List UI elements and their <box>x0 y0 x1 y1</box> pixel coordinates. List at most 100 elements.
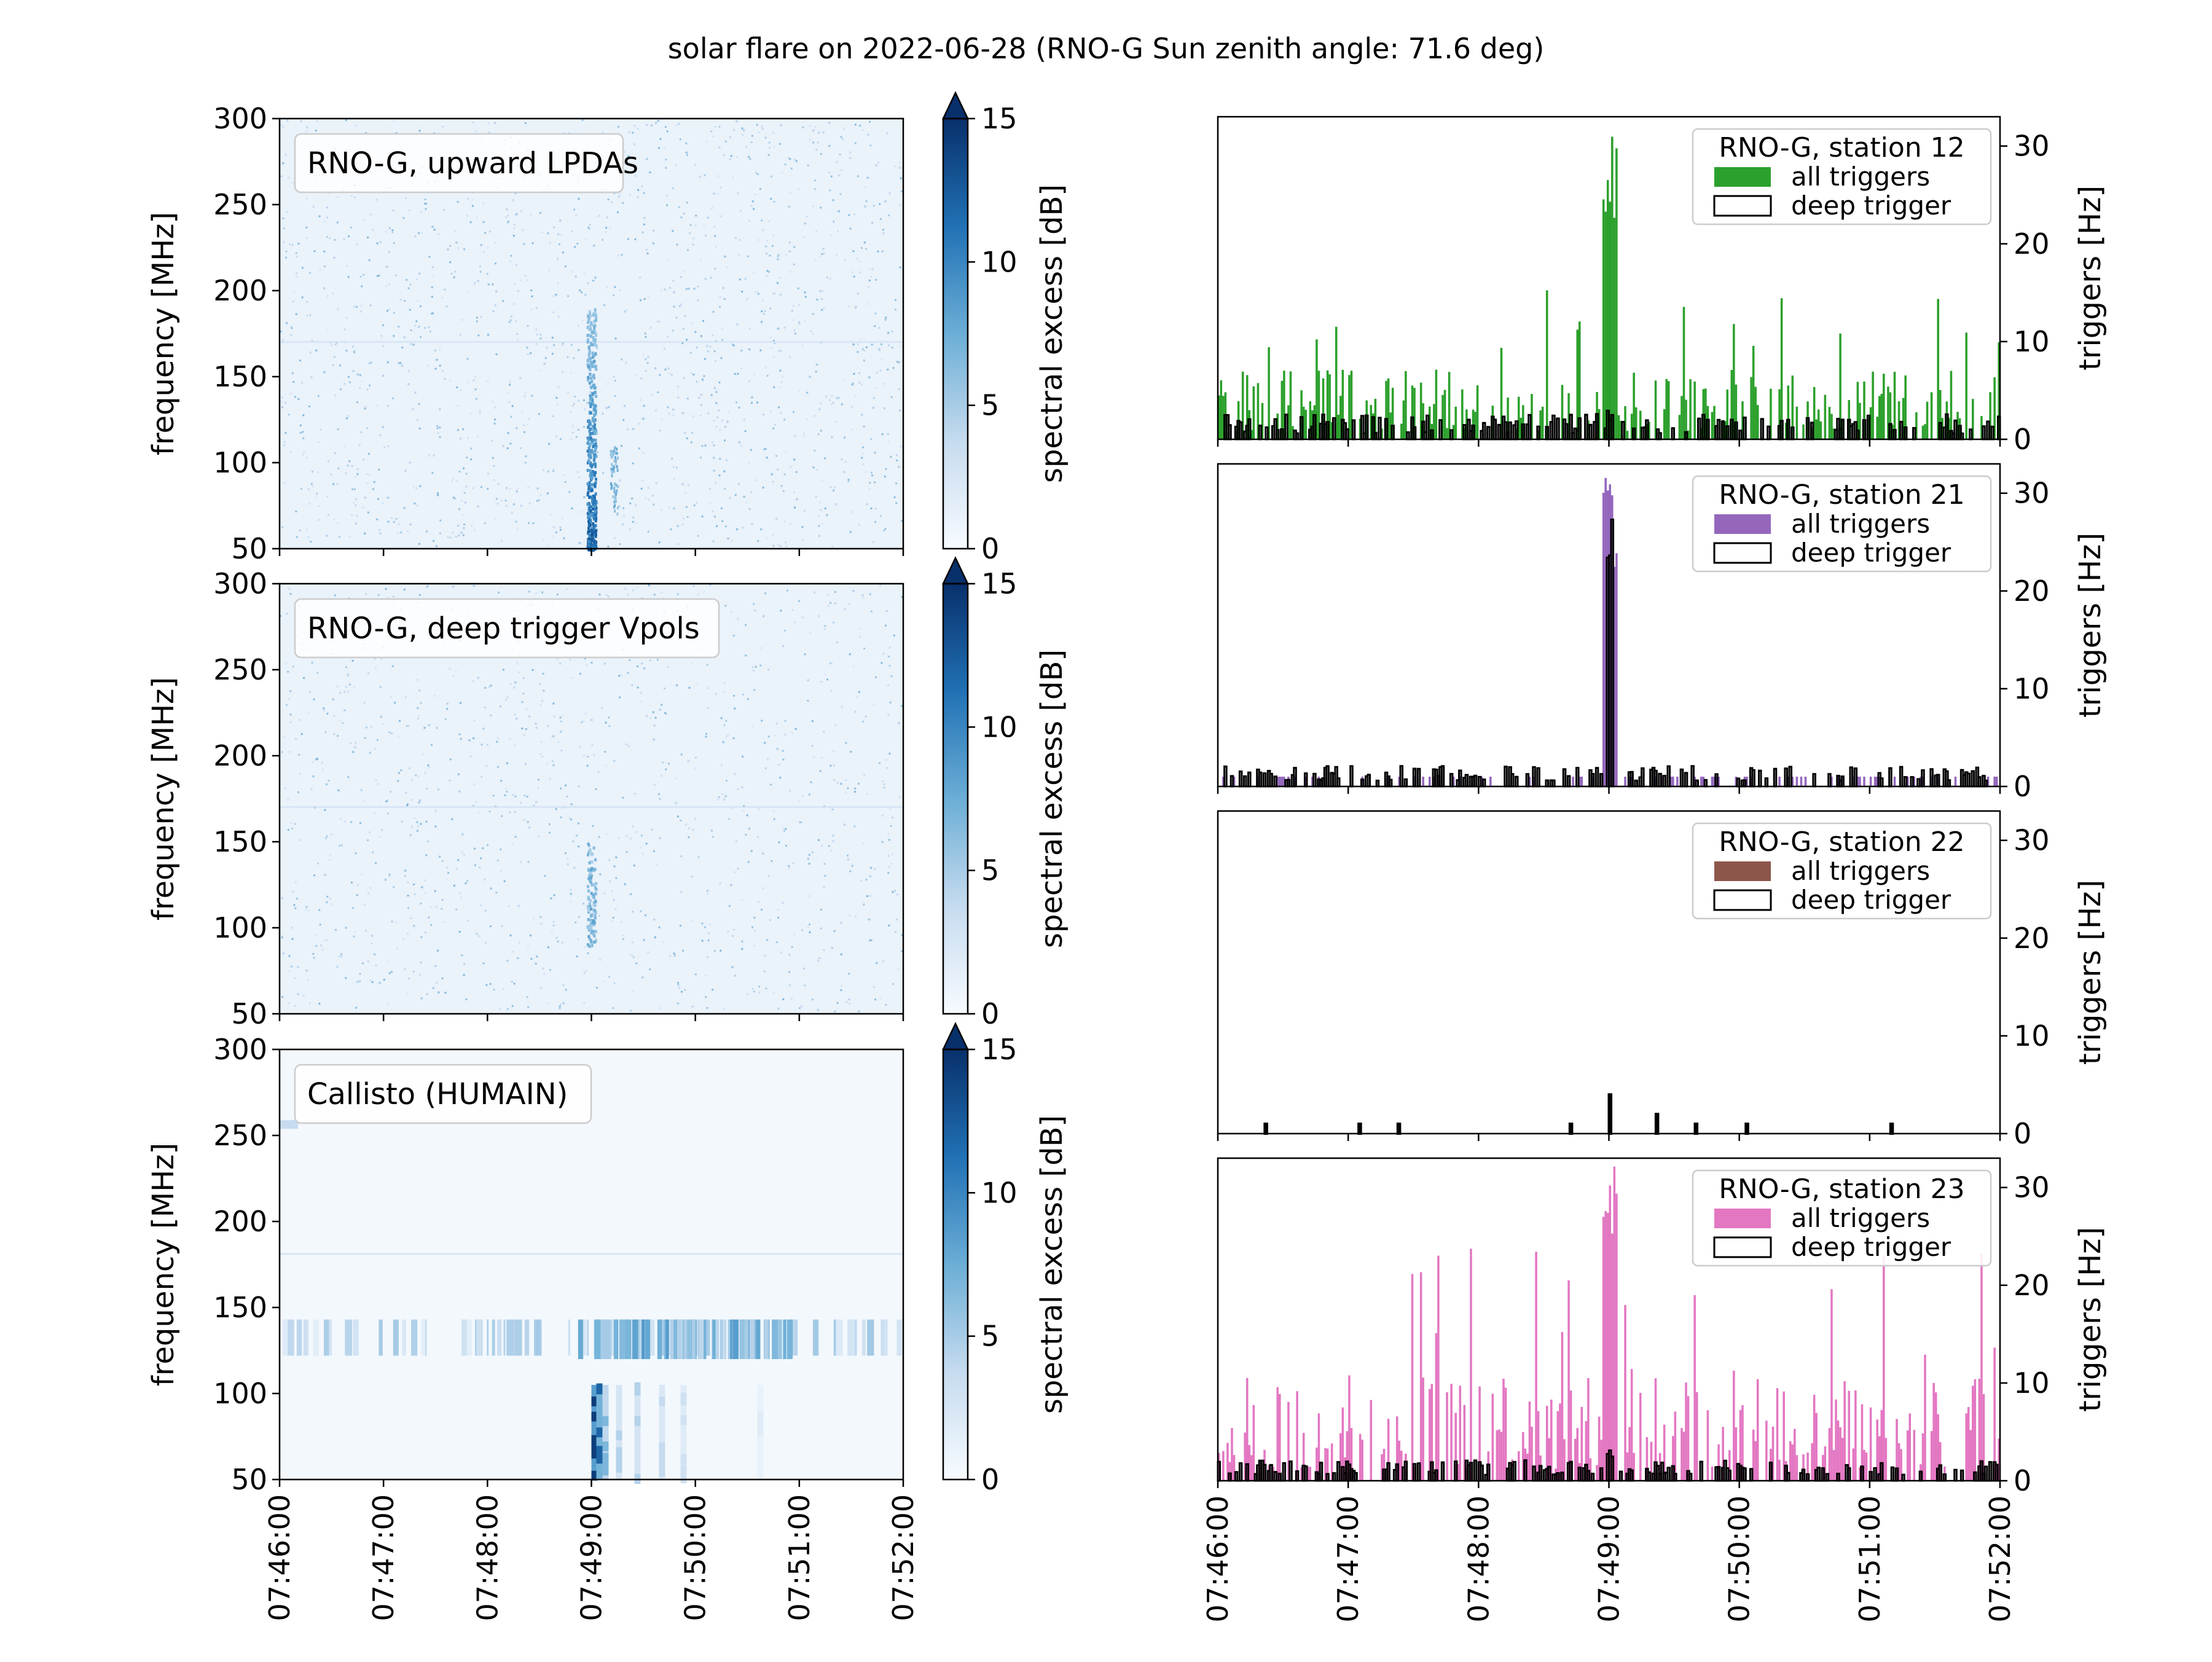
noise-pixel <box>863 903 865 906</box>
noise-pixel <box>348 683 351 686</box>
noise-pixel <box>777 468 779 471</box>
burst-pixel <box>591 356 594 359</box>
bar-all-triggers <box>1924 424 1926 439</box>
noise-pixel <box>834 602 836 605</box>
burst-pixel <box>594 482 597 486</box>
noise-pixel <box>884 200 887 203</box>
noise-pixel <box>393 335 395 337</box>
bar-all-triggers <box>1448 372 1451 439</box>
bar-all-triggers <box>1341 1407 1344 1481</box>
noise-pixel <box>761 321 763 323</box>
noise-pixel <box>466 919 469 922</box>
noise-pixel <box>457 525 460 527</box>
noise-pixel <box>515 214 517 216</box>
noise-pixel <box>353 686 356 689</box>
bar-all-triggers <box>1930 392 1933 439</box>
noise-pixel <box>390 696 392 698</box>
noise-pixel <box>527 946 529 948</box>
burst-pixel <box>588 429 591 433</box>
noise-pixel <box>568 491 571 493</box>
noise-pixel <box>487 246 489 249</box>
noise-pixel <box>465 998 468 1001</box>
noise-pixel <box>478 935 480 938</box>
noise-pixel <box>288 1002 290 1005</box>
noise-pixel <box>353 745 356 748</box>
noise-pixel <box>851 271 853 273</box>
bar-all-triggers <box>1350 370 1353 439</box>
burst-pixel <box>594 471 597 474</box>
band-segment <box>411 1319 418 1356</box>
noise-pixel <box>640 910 642 912</box>
burst-pixel <box>591 451 594 455</box>
noise-pixel <box>840 953 842 955</box>
noise-pixel <box>542 469 544 471</box>
noise-pixel <box>576 834 578 837</box>
burst-pixel <box>595 477 598 481</box>
noise-pixel <box>280 123 282 126</box>
noise-pixel <box>327 780 330 782</box>
noise-pixel <box>378 982 381 984</box>
noise-pixel <box>697 285 699 288</box>
noise-pixel <box>699 176 701 178</box>
noise-pixel <box>718 125 721 128</box>
burst-pixel <box>587 877 590 880</box>
noise-pixel <box>605 227 608 229</box>
noise-pixel <box>618 195 620 198</box>
noise-pixel <box>557 386 560 388</box>
noise-pixel <box>652 229 654 232</box>
noise-pixel <box>581 721 583 723</box>
rfi-line <box>280 1253 903 1255</box>
noise-pixel <box>712 989 714 991</box>
noise-pixel <box>659 708 661 711</box>
noise-pixel <box>347 675 349 677</box>
bar-deep-trigger <box>1990 425 1994 441</box>
bar-deep-trigger <box>1647 1471 1652 1482</box>
noise-pixel <box>834 590 836 593</box>
noise-pixel <box>852 343 855 346</box>
band-segment <box>691 1319 696 1359</box>
noise-pixel <box>296 272 298 275</box>
noise-pixel <box>735 237 737 239</box>
bar-deep-trigger <box>1282 1462 1287 1482</box>
bar-all-triggers <box>1545 290 1548 439</box>
noise-pixel <box>418 232 420 235</box>
noise-pixel <box>583 272 586 275</box>
noise-pixel <box>436 425 439 427</box>
noise-pixel <box>482 727 485 730</box>
noise-pixel <box>292 300 294 303</box>
bar-all-triggers <box>1778 1459 1781 1481</box>
noise-pixel <box>863 241 866 244</box>
noise-pixel <box>424 772 426 774</box>
noise-pixel <box>617 125 619 128</box>
bar-deep-trigger <box>1551 414 1556 441</box>
bar-deep-trigger <box>1486 426 1491 441</box>
noise-pixel <box>462 428 465 431</box>
noise-pixel <box>872 407 874 409</box>
noise-pixel <box>712 836 715 838</box>
burst-pixel <box>588 326 591 329</box>
bar-deep-trigger <box>1618 1470 1623 1482</box>
bar-all-triggers <box>1578 1463 1581 1481</box>
burst-pixel <box>591 1470 598 1481</box>
noise-pixel <box>281 996 284 998</box>
noise-pixel <box>326 835 328 837</box>
noise-pixel <box>367 511 369 514</box>
noise-pixel <box>617 211 619 213</box>
noise-pixel <box>741 786 743 788</box>
legend-label-all-triggers: all triggers <box>1791 162 1930 192</box>
noise-pixel <box>589 391 592 393</box>
noise-pixel <box>718 381 721 383</box>
noise-pixel <box>666 130 669 133</box>
bar-all-triggers <box>1926 401 1929 439</box>
noise-pixel <box>803 320 806 323</box>
burst-pixel <box>590 930 594 933</box>
noise-pixel <box>354 476 356 478</box>
x-tick-label: 07:48:00 <box>1462 1495 1495 1623</box>
noise-pixel <box>382 375 385 377</box>
noise-pixel <box>872 541 874 543</box>
noise-pixel <box>700 335 702 337</box>
burst-pixel <box>594 524 597 528</box>
noise-pixel <box>452 675 455 677</box>
noise-pixel <box>581 319 584 321</box>
noise-pixel <box>739 278 741 281</box>
